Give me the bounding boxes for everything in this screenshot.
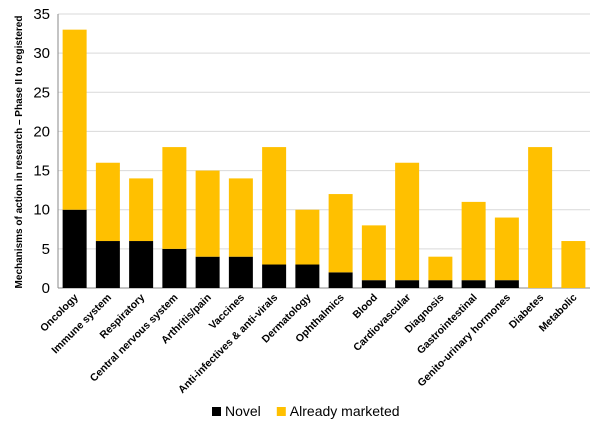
y-tick-label: 0 <box>42 280 50 297</box>
bar-segment <box>129 241 154 288</box>
bar-segment <box>428 256 453 281</box>
bar-segment <box>262 147 287 265</box>
bar-segment <box>494 217 519 281</box>
x-tick-label: Immune system <box>49 292 114 357</box>
legend-swatch <box>212 407 221 416</box>
bar-segment <box>328 194 353 273</box>
bar-segment <box>528 147 553 288</box>
bar-segment <box>195 256 220 288</box>
bar-segment <box>428 280 453 288</box>
x-tick-label: Cardiovascular <box>351 292 413 354</box>
bar-segment <box>162 147 187 249</box>
bar-segment <box>461 201 486 281</box>
bar-segment <box>262 264 287 288</box>
bar-segment <box>228 256 253 288</box>
bar-segment <box>395 162 420 281</box>
bar-segment <box>494 280 519 288</box>
bar-segment <box>162 248 187 288</box>
legend-label: Already marketed <box>290 403 400 419</box>
bar-segment <box>95 241 120 288</box>
bar-segment <box>295 209 320 265</box>
bar-segment <box>62 209 87 288</box>
bar-segment <box>395 280 420 288</box>
y-axis-label: Mechanisms of action in research – Phase… <box>14 16 25 289</box>
y-tick-label: 15 <box>33 163 50 180</box>
bar-segment <box>461 280 486 288</box>
bar-segment <box>95 162 120 242</box>
y-tick-label: 25 <box>33 84 50 101</box>
x-tick-label: Gastrointestinal <box>415 292 480 357</box>
y-tick-label: 20 <box>33 123 50 140</box>
bar-segment <box>295 264 320 288</box>
bar-segment <box>228 178 253 257</box>
y-tick-label: 30 <box>33 45 50 62</box>
y-tick-label: 35 <box>33 6 50 23</box>
bar-segment <box>328 272 353 288</box>
bar-segment <box>361 280 386 288</box>
bar-segment <box>129 178 154 242</box>
bar-segment <box>361 225 386 281</box>
legend-label: Novel <box>225 403 261 419</box>
bar-segment <box>561 241 586 288</box>
y-tick-label: 5 <box>42 241 50 258</box>
legend-swatch <box>276 407 286 416</box>
y-tick-label: 10 <box>33 202 50 219</box>
x-tick-label: Blood <box>350 292 380 322</box>
bar-segment <box>195 170 220 257</box>
bar-segment <box>62 29 87 210</box>
